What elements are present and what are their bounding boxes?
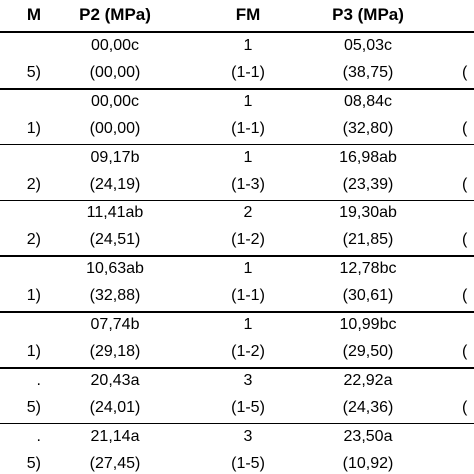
- table-cell: 5): [26, 64, 41, 81]
- table-cell: 1: [243, 316, 253, 333]
- table-cell: (24,36): [342, 398, 394, 416]
- table-cell: 09,17b: [90, 148, 140, 166]
- table-rule: [0, 88, 474, 90]
- table-cell: (24,51): [89, 231, 141, 249]
- table-cell: 1: [243, 148, 253, 166]
- table-cell: (32,80): [342, 119, 394, 137]
- table-cell: (21,85): [342, 231, 394, 249]
- table-cell: 22,92a: [343, 371, 393, 389]
- table-cell: 1: [243, 260, 253, 278]
- table-cell: (: [462, 398, 468, 416]
- table-cell: .: [36, 371, 41, 389]
- table-cell: 23,50a: [343, 427, 393, 445]
- table-cell: 16,98ab: [339, 148, 397, 166]
- table-cell: 10,63ab: [86, 260, 144, 278]
- table-cell: 08,84c: [343, 92, 393, 110]
- table-cell: (: [462, 287, 468, 305]
- table-cell: 11,41ab: [86, 204, 144, 222]
- table-cell: 1): [26, 119, 41, 137]
- table-cell: 1: [243, 92, 253, 110]
- header-cell: FM: [235, 5, 261, 24]
- table-cell: 1): [26, 343, 41, 360]
- table-cell: 3: [243, 427, 253, 445]
- table-cell: (32,88): [89, 287, 141, 305]
- table-cell: (: [462, 119, 468, 137]
- table-cell: (1-3): [231, 175, 265, 193]
- table-cell: (1-2): [231, 343, 265, 360]
- table-cell: 2: [243, 204, 253, 222]
- table-cell: 3: [243, 371, 253, 389]
- table-cell: (1-2): [231, 231, 265, 249]
- table-rule: [0, 367, 474, 369]
- table-rule: [0, 199, 474, 202]
- table-cell: (: [462, 175, 468, 193]
- table-cell: (00,00): [89, 119, 141, 137]
- table-cell: (24,19): [89, 175, 141, 193]
- table-cell: 5): [26, 398, 41, 416]
- table-cell: (1-5): [231, 454, 265, 472]
- table-cell: 19,30ab: [339, 204, 397, 222]
- table-cell: (1-1): [231, 287, 265, 305]
- table-cell: (29,50): [342, 343, 394, 360]
- table-cell: (10,92): [342, 454, 394, 472]
- header-cell: P3 (MPa): [332, 5, 404, 24]
- header-cell: M: [26, 5, 41, 24]
- table-cell: (: [462, 343, 468, 360]
- table-cell: .: [36, 427, 41, 445]
- table-cell: 2): [26, 175, 41, 193]
- table-cell: (24,01): [89, 398, 141, 416]
- table-cell: (00,00): [89, 64, 141, 81]
- table-cell: (1-1): [231, 64, 265, 81]
- table-cell: 2): [26, 231, 41, 249]
- header-cell: P2 (MPa): [79, 5, 151, 24]
- table-cell: 1: [243, 37, 253, 54]
- table-rule: [0, 143, 474, 146]
- table-cell: 1): [26, 287, 41, 305]
- table-rule: [0, 31, 474, 33]
- table-cell: 00,00c: [90, 92, 140, 110]
- table-cell: (: [462, 64, 468, 81]
- table-cell: (38,75): [342, 64, 394, 81]
- table-cell: (1-5): [231, 398, 265, 416]
- table-cell: (: [462, 231, 468, 249]
- table-cell: (30,61): [342, 287, 394, 305]
- table-cell: (27,45): [89, 454, 141, 472]
- table-rule: [0, 422, 474, 425]
- table-cell: (29,18): [89, 343, 141, 360]
- table-cell: 07,74b: [90, 316, 140, 333]
- table-cell: 20,43a: [90, 371, 140, 389]
- table-cell: 5): [26, 454, 41, 472]
- table-cell: 12,78bc: [339, 260, 397, 278]
- table-cell: 05,03c: [343, 37, 393, 54]
- table-cell: 21,14a: [90, 427, 140, 445]
- table-cell: 00,00c: [90, 37, 140, 54]
- table-rule: [0, 255, 474, 257]
- table-cell: 10,99bc: [339, 316, 397, 333]
- table-cell: (1-1): [231, 119, 265, 137]
- table-cell: (23,39): [342, 175, 394, 193]
- table-rule: [0, 311, 474, 313]
